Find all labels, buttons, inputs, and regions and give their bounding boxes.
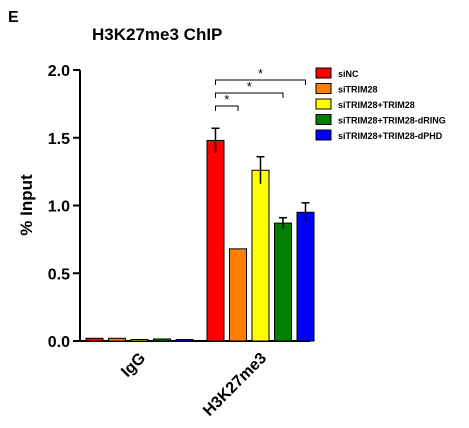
legend-swatch bbox=[315, 129, 332, 141]
legend-label: siTRIM28+TRIM28-dPHD bbox=[338, 131, 443, 141]
axes: 0.0 0.5 1.0 1.5 2.0 IgG H3K27me3 bbox=[48, 63, 310, 420]
significance-brackets: * * * bbox=[215, 66, 306, 111]
legend-swatch bbox=[315, 67, 332, 79]
bar bbox=[274, 222, 292, 342]
legend-label: siTRIM28+TRIM28-dRING bbox=[338, 116, 446, 126]
chart-title: H3K27me3 ChIP bbox=[92, 25, 222, 44]
bar bbox=[206, 139, 225, 342]
significance-bracket bbox=[215, 92, 284, 98]
bar bbox=[251, 169, 270, 342]
significance-label: * bbox=[258, 66, 263, 81]
y-tick-label: 1.5 bbox=[48, 131, 70, 148]
y-tick-label: 0.0 bbox=[48, 334, 70, 351]
x-tick-label: H3K27me3 bbox=[200, 350, 270, 420]
bar bbox=[296, 211, 315, 342]
legend-swatch bbox=[315, 83, 332, 94]
legend-swatch bbox=[315, 114, 332, 125]
bar bbox=[175, 339, 194, 342]
y-tick-label: 0.5 bbox=[48, 266, 70, 283]
bars bbox=[85, 127, 315, 342]
significance-label: * bbox=[224, 92, 229, 107]
legend: siNC siTRIM28 siTRIM28+TRIM28 siTRIM28+TRIM… bbox=[315, 67, 446, 141]
bar bbox=[130, 339, 149, 342]
y-axis-label: % Input bbox=[17, 174, 36, 236]
legend-label: siNC bbox=[338, 69, 359, 79]
legend-label: siTRIM28+TRIM28 bbox=[338, 100, 415, 110]
bar bbox=[153, 338, 171, 342]
y-tick-label: 2.0 bbox=[48, 63, 70, 80]
legend-label: siTRIM28 bbox=[338, 85, 378, 95]
significance-label: * bbox=[247, 79, 252, 94]
bar bbox=[108, 337, 126, 342]
bar bbox=[229, 248, 247, 342]
x-tick-label: IgG bbox=[118, 350, 149, 381]
significance-bracket bbox=[215, 79, 306, 85]
significance-bracket bbox=[215, 105, 239, 111]
y-tick-label: 1.0 bbox=[48, 199, 70, 216]
legend-swatch bbox=[315, 98, 332, 110]
panel-label: E bbox=[8, 9, 19, 26]
bar bbox=[85, 337, 104, 342]
